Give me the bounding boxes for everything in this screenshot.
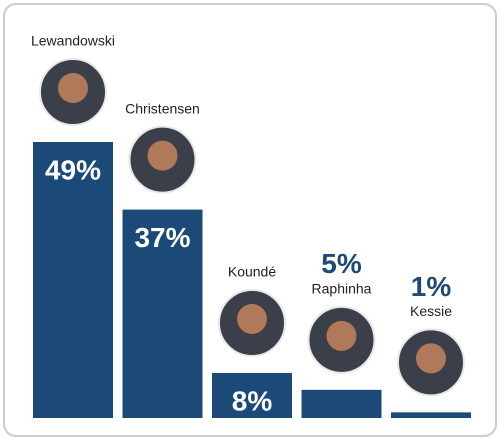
photo-face bbox=[58, 73, 88, 103]
player-name: Kessie bbox=[410, 303, 452, 319]
bar bbox=[301, 389, 382, 418]
photo-face bbox=[237, 303, 267, 334]
bar bbox=[391, 412, 471, 418]
player-name: Christensen bbox=[125, 100, 200, 116]
photo-face bbox=[326, 320, 357, 351]
photo-face bbox=[416, 343, 446, 374]
player-name: Lewandowski bbox=[31, 33, 115, 49]
value-label: 5% bbox=[321, 248, 362, 279]
bar bbox=[212, 372, 292, 418]
photo-face bbox=[147, 140, 178, 171]
value-label: 49% bbox=[45, 154, 101, 185]
player-name: Koundé bbox=[228, 264, 276, 280]
value-label: 1% bbox=[411, 271, 452, 302]
bar bbox=[122, 209, 203, 418]
bar bbox=[33, 142, 113, 418]
player-name: Raphinha bbox=[312, 281, 372, 297]
value-label: 37% bbox=[134, 222, 190, 253]
value-label: 8% bbox=[232, 385, 273, 416]
